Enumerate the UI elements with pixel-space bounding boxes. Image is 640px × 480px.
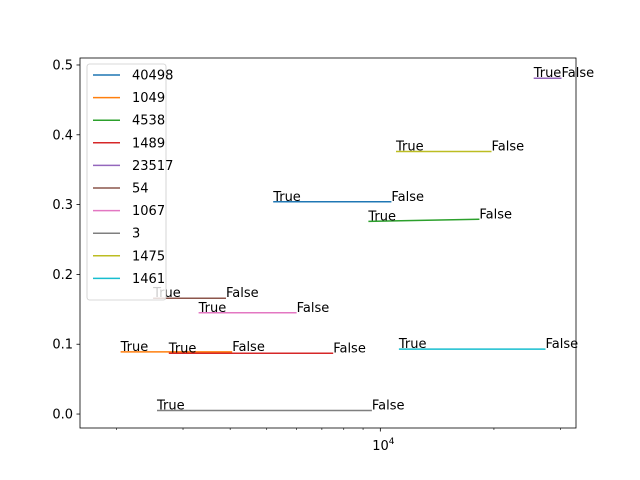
legend-label-1475: 1475 xyxy=(132,249,165,264)
point-label-1067-1: False xyxy=(297,301,330,316)
point-label-1049-1: False xyxy=(232,340,265,355)
legend-label-1461: 1461 xyxy=(132,272,165,287)
y-tick-label-1: 0.1 xyxy=(52,338,73,353)
point-label-1475-1: False xyxy=(492,140,525,155)
point-label-3-1: False xyxy=(372,399,405,414)
point-label-40498-0: True xyxy=(272,190,301,205)
legend-label-40498: 40498 xyxy=(132,69,173,84)
plot-frame xyxy=(79,57,577,429)
legend-label-3: 3 xyxy=(132,227,140,242)
legend-label-54: 54 xyxy=(132,182,149,197)
legend: 40498 1049 4538 1489 23517 54 1067 3 1475 1461 xyxy=(86,63,173,301)
series-line-4538 xyxy=(368,218,480,223)
point-label-3-0: True xyxy=(156,399,185,414)
point-label-1489-0: True xyxy=(168,341,197,356)
legend-label-1489: 1489 xyxy=(132,136,165,151)
point-label-40498-1: False xyxy=(391,190,424,205)
y-tick-label-3: 0.3 xyxy=(52,198,73,213)
point-label-54-1: False xyxy=(226,286,259,301)
legend-label-1067: 1067 xyxy=(132,204,165,219)
y-tick-label-5: 0.5 xyxy=(52,58,73,73)
point-label-4538-0: True xyxy=(367,209,396,224)
point-label-1461-0: True xyxy=(398,337,427,352)
x-tick-label-0: 104 xyxy=(372,437,395,454)
point-label-23517-0: True xyxy=(533,66,562,81)
y-tick-label-2: 0.2 xyxy=(52,268,73,283)
point-label-1067-0: True xyxy=(198,301,227,316)
point-label-1049-0: True xyxy=(120,340,149,355)
legend-box xyxy=(86,63,167,301)
y-tick-label-0: 0.0 xyxy=(52,408,73,423)
y-tick-label-4: 0.4 xyxy=(52,128,73,143)
point-label-1475-0: True xyxy=(395,140,424,155)
legend-label-1049: 1049 xyxy=(132,91,165,106)
point-label-1489-1: False xyxy=(333,341,366,356)
point-label-23517-1: False xyxy=(562,66,595,81)
point-label-4538-1: False xyxy=(479,207,512,222)
legend-label-23517: 23517 xyxy=(132,159,173,174)
axes: 0.0 0.1 0.2 0.3 0.4 0.5 104 xyxy=(52,58,561,454)
legend-label-4538: 4538 xyxy=(132,114,165,129)
point-label-1461-1: False xyxy=(546,337,579,352)
